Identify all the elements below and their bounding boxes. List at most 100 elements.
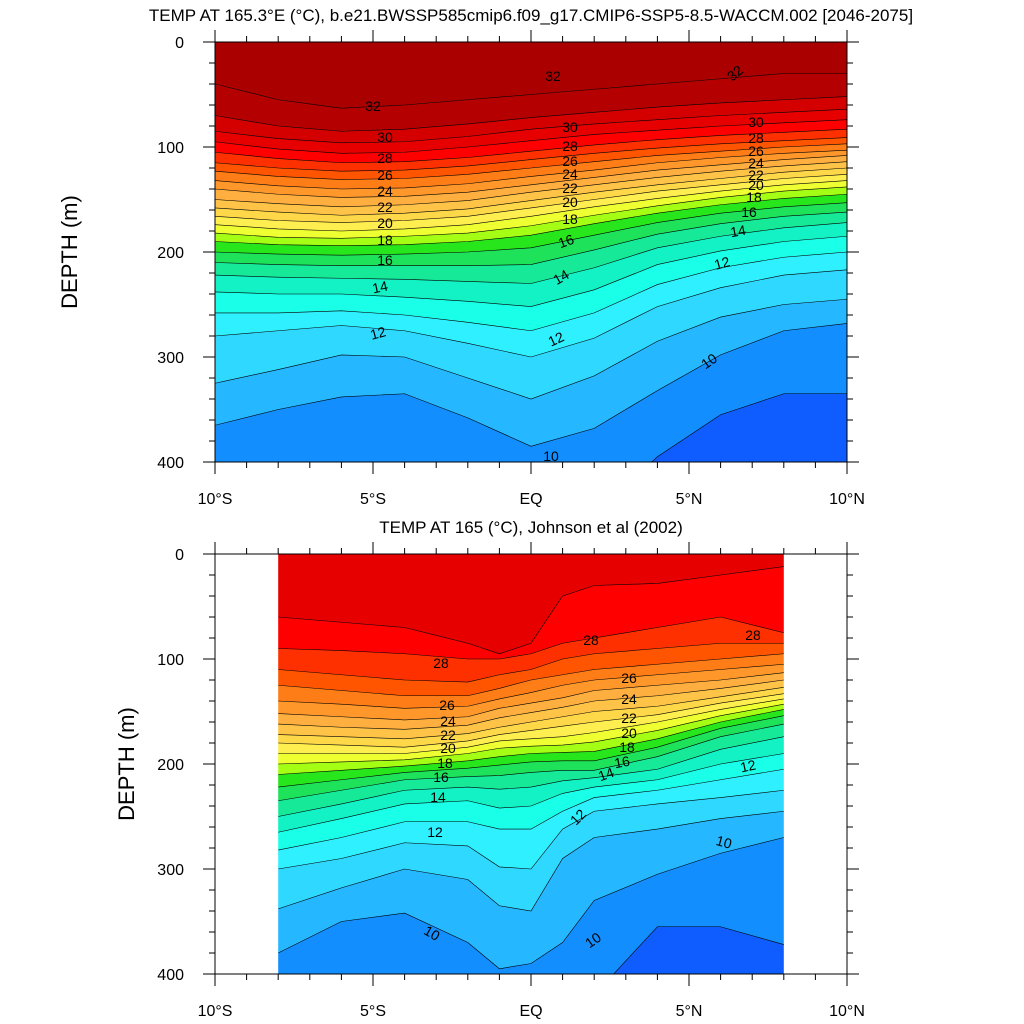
isotherm-line (278, 736, 784, 817)
isotherm-line (215, 108, 847, 144)
isotherm-line (215, 323, 847, 447)
contour-label: 12 (427, 824, 443, 840)
isotherm-line (215, 251, 847, 332)
isotherm-line (215, 73, 847, 109)
isotherm-line (613, 926, 784, 974)
contour-label: 32 (365, 98, 381, 114)
temperature-band (215, 194, 847, 256)
temperature-band (215, 222, 847, 307)
contour-label: 30 (377, 129, 393, 145)
contour-label: 28 (745, 627, 761, 643)
temperature-band (215, 252, 847, 357)
temperature-band (215, 155, 847, 207)
panel-model: TEMP AT 165.3°E (°C), b.e21.BWSSP585cmip… (57, 6, 913, 508)
temperature-band (215, 202, 847, 266)
contour-label: 10 (543, 448, 559, 464)
temperature-band (215, 236, 847, 331)
y-tick-label: 200 (157, 245, 184, 262)
isotherm-line (278, 653, 784, 697)
x-tick-label: 10°N (829, 491, 865, 508)
axes: 0 100 200 300 400 10°S 5°S EQ 5°N 10°N (157, 30, 865, 508)
contour-label: 22 (440, 727, 456, 743)
isotherm-line (278, 693, 784, 748)
x-tick-label: EQ (519, 491, 542, 508)
contour-label: 24 (562, 166, 578, 182)
isotherm-line (215, 235, 847, 307)
isotherm-line (215, 269, 847, 358)
contour-label: 18 (562, 211, 578, 227)
contour-label: 24 (440, 713, 456, 729)
temperature-band (215, 143, 847, 189)
x-tick-label: 10°S (198, 491, 233, 508)
temperature-band (278, 566, 784, 659)
temperature-band (215, 168, 847, 223)
isotherm-line (215, 128, 847, 164)
contour-label: 20 (748, 177, 764, 193)
chart-title: TEMP AT 165 (°C), Johnson et al (2002) (379, 518, 683, 537)
isotherm-line (215, 167, 847, 216)
isotherm-line (278, 687, 784, 740)
contour-label: 22 (562, 180, 578, 196)
isotherm-line (278, 837, 784, 970)
contour-lines (215, 73, 847, 462)
contour-label: 28 (433, 655, 449, 671)
isotherm-line (215, 180, 847, 232)
isotherm-line (215, 193, 847, 247)
temperature-band (215, 109, 847, 154)
temperature-band (278, 811, 784, 969)
contour-labels: 28 28 28 26 26 24 24 22 22 20 20 18 18 1… (421, 627, 761, 951)
isotherm-line (278, 703, 784, 765)
isotherm-line (278, 810, 784, 912)
contour-label: 22 (748, 167, 764, 183)
temperature-band (278, 617, 784, 683)
contour-label: 30 (562, 119, 578, 135)
isotherm-line (278, 679, 784, 730)
contour-label: 22 (377, 199, 393, 215)
temperature-band (215, 269, 847, 399)
contour-label: 26 (562, 153, 578, 169)
isotherm-line (215, 298, 847, 400)
chart-title: TEMP AT 165.3°E (°C), b.e21.BWSSP585cmip… (149, 6, 913, 25)
temperature-band (215, 96, 847, 143)
temperature-band (278, 709, 784, 788)
contour-label: 28 (562, 138, 578, 154)
y-tick-label: 400 (157, 967, 184, 984)
temperature-band (278, 698, 784, 764)
temperature-band (215, 119, 847, 163)
y-tick-label: 0 (175, 35, 184, 52)
contour-label: 28 (377, 150, 393, 166)
temperature-band (278, 769, 784, 869)
temperature-band (278, 680, 784, 739)
temperature-band (278, 672, 784, 730)
isotherm-line (278, 709, 784, 775)
temperature-band (215, 161, 847, 216)
contour-label: 16 (556, 231, 576, 251)
isotherm-line (278, 698, 784, 754)
y-tick-label: 100 (157, 652, 184, 669)
x-tick-label: 5°S (360, 1003, 386, 1020)
x-tick-label: 5°S (360, 491, 386, 508)
isotherm-line (278, 723, 784, 802)
temperature-band (278, 753, 784, 851)
contour-label: 24 (377, 183, 393, 199)
y-tick-label: 400 (157, 455, 184, 472)
temperature-band (278, 693, 784, 754)
contour-label: 26 (748, 143, 764, 159)
contour-label: 18 (377, 232, 393, 248)
y-axis-title: DEPTH (m) (57, 195, 82, 309)
contour-label: 24 (621, 691, 637, 707)
temperature-band (215, 73, 847, 132)
temperature-band (215, 42, 847, 109)
contour-label: 22 (621, 710, 637, 726)
temperature-band (278, 790, 784, 911)
temperature-band (278, 664, 784, 720)
temperature-band (278, 837, 784, 974)
isotherm-line (215, 149, 847, 190)
x-tick-label: 5°N (676, 1003, 703, 1020)
isotherm-line (278, 663, 784, 709)
isotherm-line (278, 642, 784, 683)
temperature-band (215, 129, 847, 172)
x-tick-label: EQ (519, 1003, 542, 1020)
isotherm-line (215, 186, 847, 239)
